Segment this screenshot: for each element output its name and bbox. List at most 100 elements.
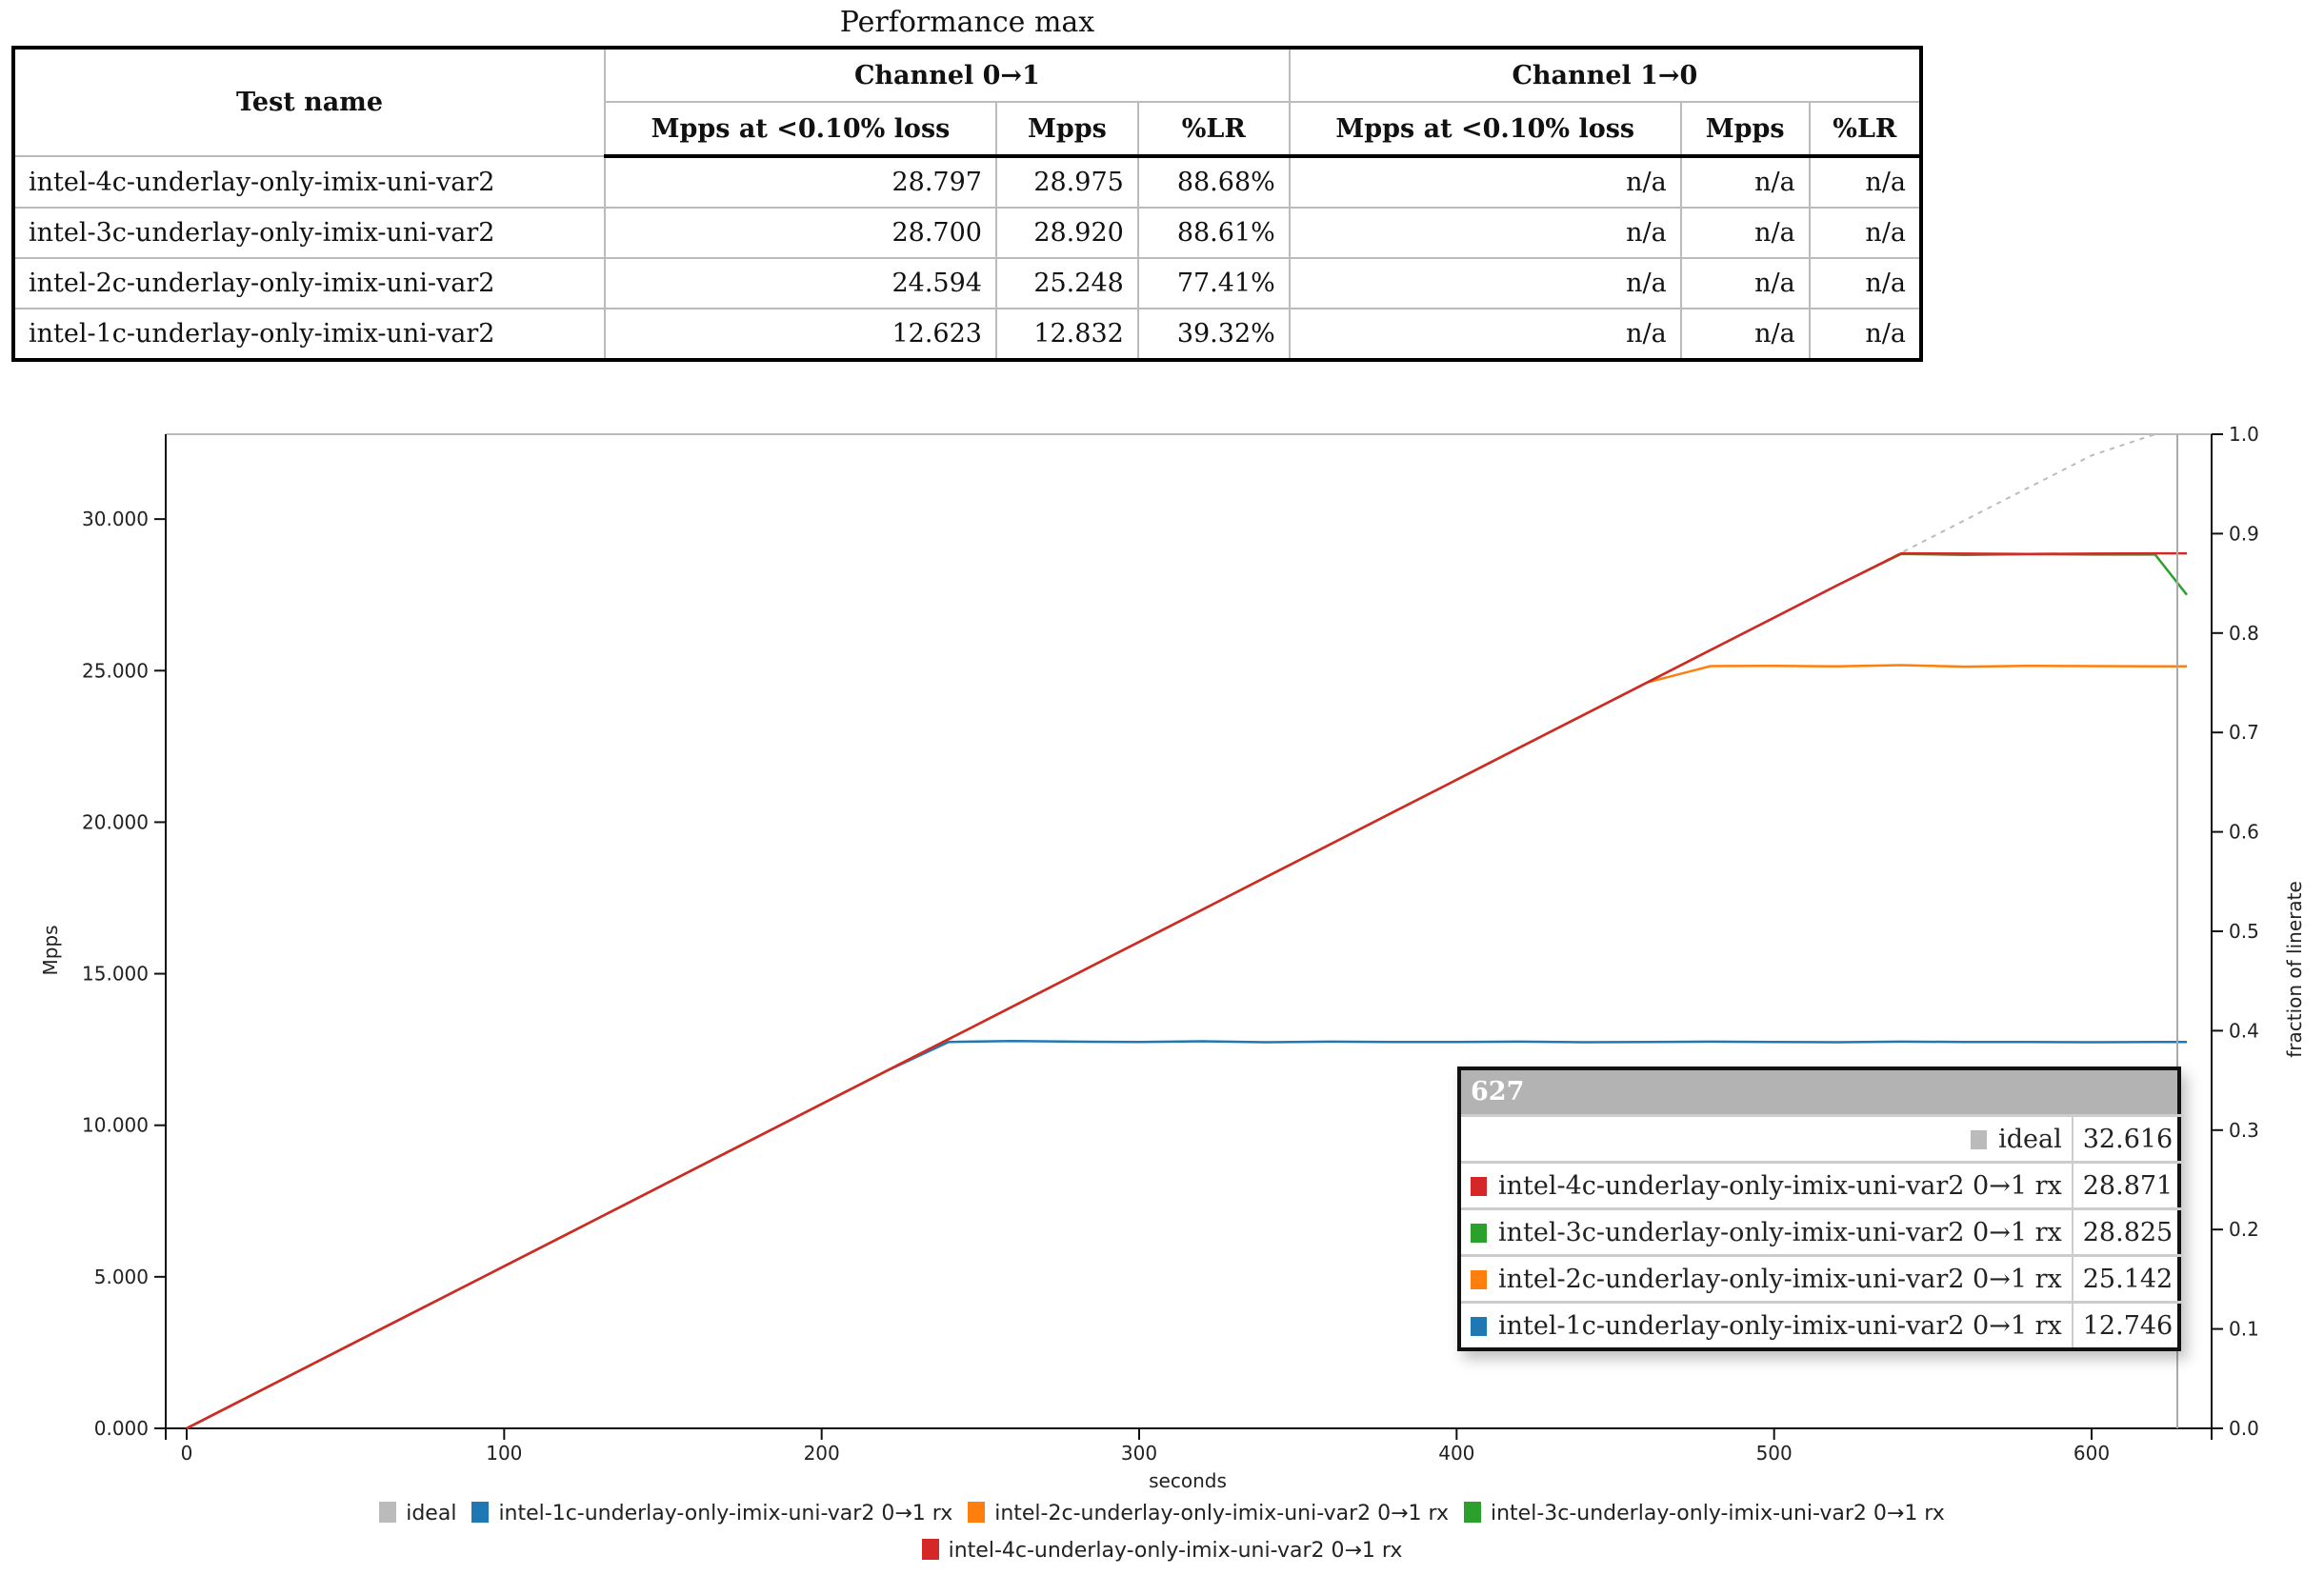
hover-tooltip: 627 ideal 32.616 intel-4c-underlay-only-im… <box>1457 1067 2183 1351</box>
value-cell: 12.832 <box>994 308 1139 361</box>
y2-axis-label: fraction of linerate <box>2283 881 2306 1058</box>
legend-item[interactable]: intel-1c-underlay-only-imix-uni-var2 0→1… <box>471 1495 952 1532</box>
value-cell: n/a <box>1679 155 1811 209</box>
legend-swatch-icon <box>921 1539 939 1560</box>
table-row: intel-2c-underlay-only-imix-uni-var2 24.5… <box>12 257 1923 309</box>
header-test-name: Test name <box>12 47 606 157</box>
header-channel-1-0: Channel 1→0 <box>1288 47 1923 103</box>
y-axis-label: Mpps <box>39 925 62 975</box>
tooltip-series-name: intel-4c-underlay-only-imix-uni-var2 0→1… <box>1498 1170 2062 1201</box>
x-tick-label: 500 <box>1756 1442 1793 1465</box>
value-cell: n/a <box>1808 308 1923 361</box>
y2-tick-label: 0.0 <box>2229 1417 2259 1440</box>
series-line-intel-4c <box>186 551 2187 1430</box>
test-name-cell: intel-1c-underlay-only-imix-uni-var2 <box>12 308 606 361</box>
tooltip-value: 32.616 <box>2071 1114 2183 1163</box>
legend-swatch-icon <box>379 1502 397 1523</box>
value-cell: n/a <box>1288 308 1682 361</box>
test-name-cell: intel-3c-underlay-only-imix-uni-var2 <box>12 207 606 259</box>
y2-tick-label: 1.0 <box>2229 423 2259 446</box>
value-cell: 25.248 <box>994 257 1139 309</box>
value-cell: n/a <box>1808 155 1923 209</box>
tooltip-row: intel-2c-underlay-only-imix-uni-var2 0→1… <box>1461 1254 2183 1303</box>
tooltip-value: 28.871 <box>2071 1161 2183 1209</box>
y-tick-label: 20.000 <box>82 810 149 833</box>
tooltip-label: ideal <box>1461 1114 2073 1163</box>
legend-item[interactable]: ideal <box>379 1495 456 1532</box>
series-swatch-icon <box>1471 1176 1487 1196</box>
legend-label: ideal <box>406 1502 457 1525</box>
y-tick-label: 15.000 <box>82 963 149 986</box>
table-title: Performance max <box>839 6 1095 39</box>
tooltip-row: intel-1c-underlay-only-imix-uni-var2 0→1… <box>1461 1301 2183 1347</box>
subheader-mpps: Mpps <box>1679 101 1811 158</box>
value-cell: n/a <box>1679 207 1811 259</box>
tooltip-label: intel-1c-underlay-only-imix-uni-var2 0→1… <box>1461 1301 2073 1347</box>
legend-label: intel-3c-underlay-only-imix-uni-var2 0→1… <box>1491 1502 1945 1525</box>
y2-tick-label: 0.8 <box>2229 622 2259 645</box>
y-tick-label: 0.000 <box>94 1417 149 1440</box>
value-cell: n/a <box>1288 207 1682 259</box>
x-tick-label: 400 <box>1438 1442 1474 1465</box>
value-cell: 28.920 <box>994 207 1139 259</box>
test-name-cell: intel-4c-underlay-only-imix-uni-var2 <box>12 155 606 209</box>
x-tick-label: 300 <box>1121 1442 1157 1465</box>
y2-tick-label: 0.1 <box>2229 1318 2259 1341</box>
tooltip-label: intel-4c-underlay-only-imix-uni-var2 0→1… <box>1461 1161 2073 1209</box>
tooltip-series-name: ideal <box>1998 1124 2062 1154</box>
tooltip-series-name: intel-1c-underlay-only-imix-uni-var2 0→1… <box>1498 1310 2062 1341</box>
performance-table: Test name Channel 0→1 Channel 1→0 Mpps a… <box>11 46 1923 362</box>
y-tick-label: 30.000 <box>82 508 149 530</box>
tooltip-value: 12.746 <box>2071 1301 2183 1347</box>
y-tick-label: 5.000 <box>94 1266 149 1288</box>
tooltip-series-name: intel-2c-underlay-only-imix-uni-var2 0→1… <box>1498 1264 2062 1294</box>
tooltip-x-value: 627 <box>1461 1070 2177 1114</box>
y2-tick-label: 0.5 <box>2229 920 2259 943</box>
subheader-mpps: Mpps <box>994 101 1139 158</box>
y2-tick-label: 0.6 <box>2229 821 2259 844</box>
table-row: intel-3c-underlay-only-imix-uni-var2 28.7… <box>12 207 1923 259</box>
legend-swatch-icon <box>1464 1502 1481 1523</box>
tooltip-series-name: intel-3c-underlay-only-imix-uni-var2 0→1… <box>1498 1217 2062 1247</box>
x-axis-label: seconds <box>1149 1469 1227 1492</box>
series-swatch-icon <box>1471 1316 1487 1336</box>
value-cell: 88.61% <box>1136 207 1291 259</box>
value-cell: 39.32% <box>1136 308 1291 361</box>
tooltip-label: intel-2c-underlay-only-imix-uni-var2 0→1… <box>1461 1254 2073 1303</box>
legend-swatch-icon <box>471 1502 490 1523</box>
legend-label: intel-4c-underlay-only-imix-uni-var2 0→1… <box>948 1539 1403 1563</box>
subheader-mpps-loss: Mpps at <0.10% loss <box>604 101 997 158</box>
tooltip-row: intel-3c-underlay-only-imix-uni-var2 0→1… <box>1461 1207 2183 1256</box>
value-cell: 24.594 <box>604 257 997 309</box>
x-tick-label: 600 <box>2074 1442 2110 1465</box>
series-swatch-icon <box>1971 1129 1988 1149</box>
legend-label: intel-2c-underlay-only-imix-uni-var2 0→1… <box>994 1502 1449 1525</box>
y-tick-label: 25.000 <box>82 659 149 682</box>
value-cell: n/a <box>1679 308 1811 361</box>
value-cell: n/a <box>1288 257 1682 309</box>
subheader-lr: %LR <box>1136 101 1291 158</box>
legend-item[interactable]: intel-4c-underlay-only-imix-uni-var2 0→1… <box>921 1532 1403 1569</box>
series-swatch-icon <box>1471 1223 1487 1243</box>
chart-legend: ideal intel-1c-underlay-only-imix-uni-var… <box>0 1495 2324 1569</box>
x-tick-label: 200 <box>804 1442 840 1465</box>
value-cell: n/a <box>1808 257 1923 309</box>
y2-tick-label: 0.7 <box>2229 721 2259 744</box>
legend-item[interactable]: intel-3c-underlay-only-imix-uni-var2 0→1… <box>1464 1495 1945 1532</box>
y2-tick-label: 0.2 <box>2229 1218 2259 1241</box>
series-swatch-icon <box>1471 1269 1487 1289</box>
table-row: intel-1c-underlay-only-imix-uni-var2 12.6… <box>12 308 1923 361</box>
x-tick-label: 100 <box>486 1442 522 1465</box>
value-cell: n/a <box>1288 155 1682 209</box>
value-cell: 28.700 <box>604 207 997 259</box>
y-tick-label: 10.000 <box>82 1114 149 1137</box>
test-name-cell: intel-2c-underlay-only-imix-uni-var2 <box>12 257 606 309</box>
value-cell: n/a <box>1808 207 1923 259</box>
value-cell: 88.68% <box>1136 155 1291 209</box>
subheader-lr: %LR <box>1808 101 1923 158</box>
legend-item[interactable]: intel-2c-underlay-only-imix-uni-var2 0→1… <box>968 1495 1449 1532</box>
header-channel-0-1: Channel 0→1 <box>604 47 1291 103</box>
value-cell: n/a <box>1679 257 1811 309</box>
tooltip-value: 28.825 <box>2071 1207 2183 1256</box>
